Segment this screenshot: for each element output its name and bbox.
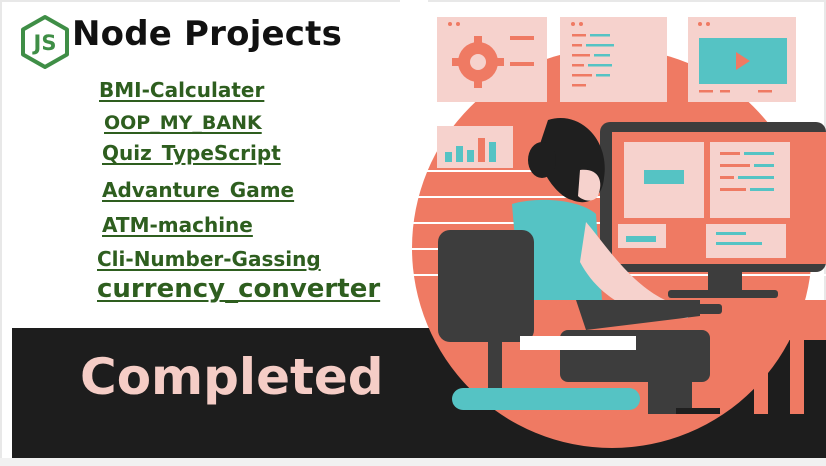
project-link-currency-converter[interactable]: currency_converter [97, 274, 381, 304]
project-link-oop-my-bank[interactable]: OOP_MY_BANK [104, 112, 262, 134]
gear-panel [437, 17, 547, 102]
logo-text: JS [32, 31, 57, 55]
developer-illustration [400, 0, 826, 448]
gear-icon [452, 36, 504, 88]
project-link-advanture-game[interactable]: Advanture_Game [102, 178, 295, 202]
page-title: Node Projects [72, 14, 343, 54]
code-panel [560, 17, 667, 102]
completed-status-text: Completed [80, 348, 384, 406]
video-panel [688, 17, 796, 102]
nodejs-logo-icon: JS [21, 15, 69, 69]
monitor [600, 122, 826, 298]
play-video-icon [699, 38, 787, 84]
person [512, 118, 720, 414]
bar-chart-panel [437, 126, 513, 168]
chair [438, 230, 640, 410]
bar-chart-icon [445, 138, 496, 162]
project-link-atm-machine[interactable]: ATM-machine [102, 213, 253, 237]
code-lines-icon [572, 34, 614, 87]
project-link-cli-number-gassing[interactable]: Cli-Number-Gassing [97, 247, 321, 271]
project-link-quiz-typescript[interactable]: Quiz_TypeScript [102, 141, 281, 165]
bottom-strip [0, 458, 826, 466]
project-link-bmi-calculater[interactable]: BMI-Calculater [99, 78, 265, 102]
